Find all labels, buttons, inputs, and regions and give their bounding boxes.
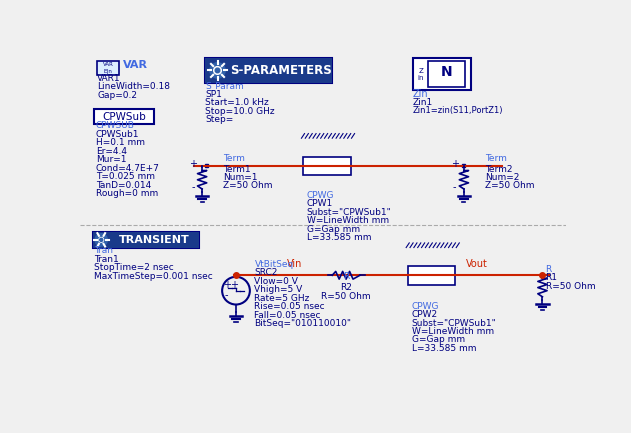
Circle shape <box>214 67 221 74</box>
Text: Subst="CPWSub1": Subst="CPWSub1" <box>411 319 497 327</box>
Circle shape <box>99 238 103 242</box>
Text: Start=1.0 kHz: Start=1.0 kHz <box>205 98 269 107</box>
Text: TanD=0.014: TanD=0.014 <box>96 181 151 190</box>
Text: Term2: Term2 <box>485 165 512 174</box>
Text: TRANSIENT: TRANSIENT <box>119 235 190 245</box>
Text: VAR: VAR <box>123 60 148 70</box>
Text: +: + <box>451 159 459 169</box>
Text: T=0.025 mm: T=0.025 mm <box>96 172 155 181</box>
Text: Term1: Term1 <box>223 165 251 174</box>
Text: Er=4.4: Er=4.4 <box>96 147 127 156</box>
Text: R=50 Ohm: R=50 Ohm <box>546 281 595 291</box>
Text: Cond=4.7E+7: Cond=4.7E+7 <box>96 164 160 173</box>
Text: G=Gap mm: G=Gap mm <box>307 225 360 233</box>
Bar <box>94 109 155 124</box>
Text: Zin1=zin(S11,PortZ1): Zin1=zin(S11,PortZ1) <box>413 106 504 115</box>
Text: LineWidth=0.18: LineWidth=0.18 <box>97 82 170 91</box>
Text: CPW1: CPW1 <box>307 199 333 208</box>
Text: R1: R1 <box>546 273 558 282</box>
Bar <box>205 58 333 83</box>
Text: Step=: Step= <box>205 115 233 124</box>
Text: -: - <box>191 182 194 193</box>
Circle shape <box>95 234 107 246</box>
Bar <box>345 165 348 168</box>
Text: StopTime=2 nsec: StopTime=2 nsec <box>94 263 174 272</box>
Text: Num=1: Num=1 <box>223 173 257 182</box>
Text: Vout: Vout <box>466 259 488 269</box>
Text: -: - <box>453 182 456 193</box>
Text: L=33.585 mm: L=33.585 mm <box>307 233 371 242</box>
Bar <box>93 232 199 248</box>
Text: W=LineWidth mm: W=LineWidth mm <box>307 216 389 225</box>
Bar <box>408 266 456 284</box>
Text: H=0.1 mm: H=0.1 mm <box>96 138 145 147</box>
Text: VtBitSeq: VtBitSeq <box>254 260 293 269</box>
Text: VAR1: VAR1 <box>97 74 121 83</box>
Text: CPWSub: CPWSub <box>102 112 146 122</box>
Text: W=LineWidth mm: W=LineWidth mm <box>411 327 493 336</box>
Text: BitSeq="010110010": BitSeq="010110010" <box>254 319 351 328</box>
Bar <box>97 61 119 75</box>
Text: +: + <box>189 159 197 169</box>
Text: CPWSUB: CPWSUB <box>96 121 135 130</box>
Bar <box>205 165 208 168</box>
Text: Subst="CPWSub1": Subst="CPWSub1" <box>307 207 392 216</box>
Text: Term: Term <box>223 154 245 163</box>
Text: Vin: Vin <box>287 259 302 269</box>
Text: L=33.585 mm: L=33.585 mm <box>411 344 476 353</box>
Text: S_Param: S_Param <box>205 81 244 90</box>
Text: Num=2: Num=2 <box>485 173 519 182</box>
Text: Z=50 Ohm: Z=50 Ohm <box>223 181 273 191</box>
Text: -: - <box>225 290 228 300</box>
Text: +: + <box>230 279 238 290</box>
Text: Tran: Tran <box>94 246 114 255</box>
Bar <box>205 58 230 83</box>
Text: R=50 Ohm: R=50 Ohm <box>321 291 371 301</box>
Text: Rise=0.05 nsec: Rise=0.05 nsec <box>254 302 325 311</box>
Circle shape <box>100 238 103 241</box>
Bar <box>428 61 464 87</box>
Text: CPWSub1: CPWSub1 <box>96 130 139 139</box>
Text: Rate=5 GHz: Rate=5 GHz <box>254 294 310 303</box>
Bar <box>110 232 199 248</box>
Bar <box>230 58 333 83</box>
Text: Term: Term <box>485 154 507 163</box>
Bar <box>413 58 471 90</box>
Text: Z
in: Z in <box>418 68 424 81</box>
Bar <box>303 157 351 175</box>
Circle shape <box>215 68 220 73</box>
Text: SRC2: SRC2 <box>254 268 278 278</box>
Circle shape <box>210 63 225 78</box>
Text: Zin1: Zin1 <box>413 97 433 107</box>
Text: R: R <box>546 265 551 274</box>
Text: Rough=0 mm: Rough=0 mm <box>96 189 158 198</box>
Text: R2: R2 <box>340 283 352 292</box>
Text: Tran1: Tran1 <box>94 255 119 264</box>
Text: CPWG: CPWG <box>307 191 334 200</box>
Text: Z=50 Ohm: Z=50 Ohm <box>485 181 534 191</box>
Text: S-PARAMETERS: S-PARAMETERS <box>230 64 332 77</box>
Text: Vhigh=5 V: Vhigh=5 V <box>254 285 303 294</box>
Text: G=Gap mm: G=Gap mm <box>411 336 464 344</box>
Text: Gap=0.2: Gap=0.2 <box>97 90 138 100</box>
Text: Zin: Zin <box>413 88 428 99</box>
Text: CPW2: CPW2 <box>411 310 438 319</box>
Text: R: R <box>343 272 349 281</box>
Text: +: + <box>223 279 231 290</box>
Text: Stop=10.0 GHz: Stop=10.0 GHz <box>205 107 275 116</box>
Text: Mur=1: Mur=1 <box>96 155 126 164</box>
Text: Fall=0.05 nsec: Fall=0.05 nsec <box>254 311 321 320</box>
Text: CPWG: CPWG <box>411 301 439 310</box>
Bar <box>463 165 466 168</box>
Bar <box>93 232 110 248</box>
Text: SP1: SP1 <box>205 90 222 99</box>
Text: VAR
E|n: VAR E|n <box>103 62 114 74</box>
Text: MaxTimeStep=0.001 nsec: MaxTimeStep=0.001 nsec <box>94 271 213 281</box>
Text: N: N <box>441 65 452 79</box>
Text: Vlow=0 V: Vlow=0 V <box>254 277 298 286</box>
